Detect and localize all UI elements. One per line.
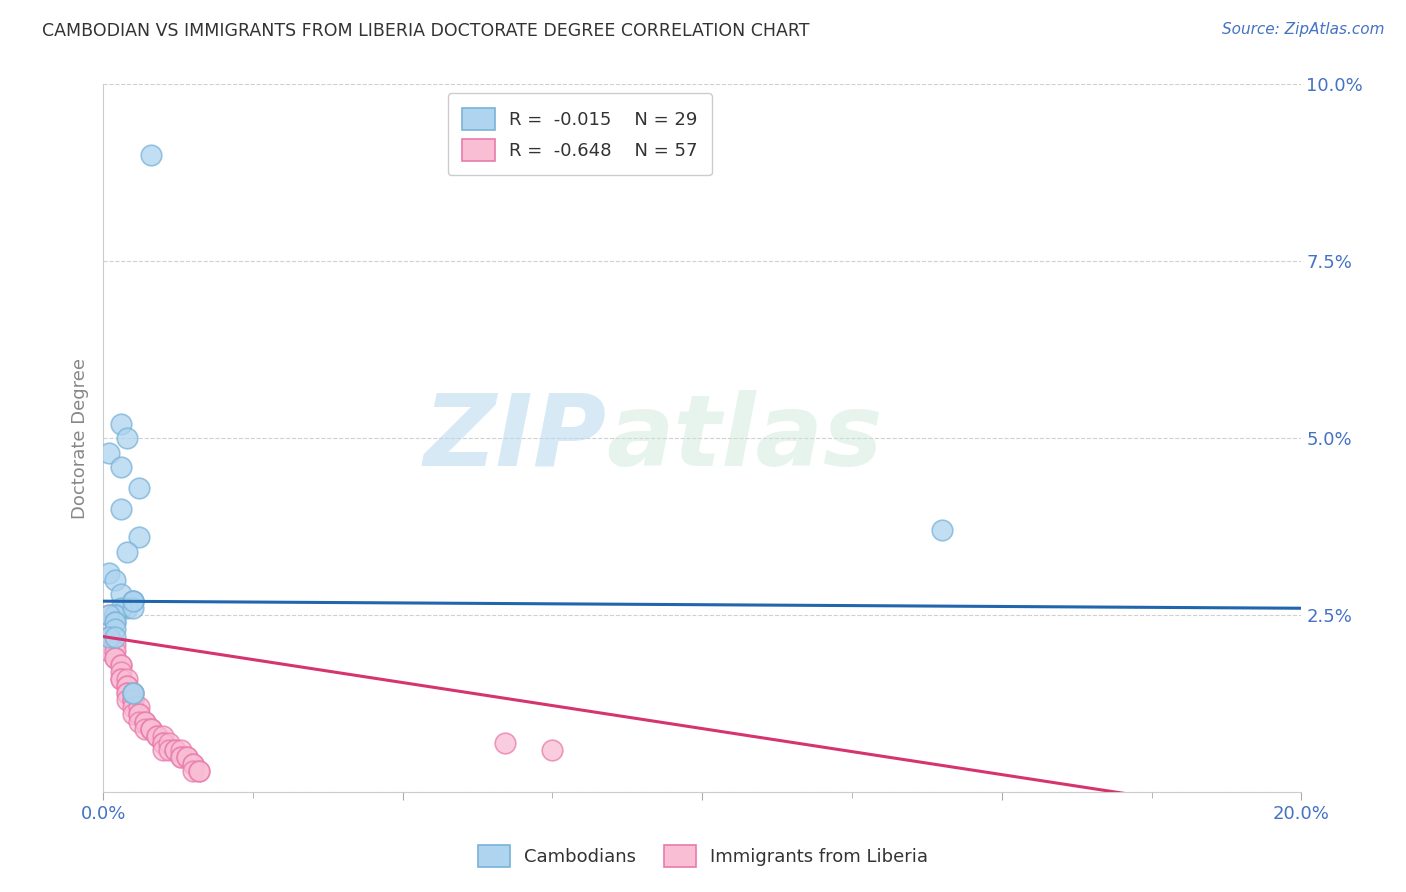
Point (98, 630, 121, 644)
Point (104, 608, 127, 623)
Point (110, 417, 132, 432)
Point (104, 615, 127, 630)
Point (122, 693, 145, 707)
Point (152, 743, 174, 757)
Point (115, 686, 138, 700)
Point (122, 707, 145, 722)
Point (163, 743, 186, 757)
Point (128, 481, 150, 495)
Point (494, 736, 516, 750)
Point (110, 459, 132, 474)
Point (128, 707, 150, 722)
Point (98, 608, 121, 623)
Point (176, 750, 198, 764)
Point (104, 615, 127, 630)
Point (104, 644, 127, 658)
Point (110, 657, 132, 672)
Point (931, 524, 953, 538)
Point (110, 587, 132, 601)
Point (110, 672, 132, 686)
Point (115, 693, 138, 707)
Point (98, 637, 121, 651)
Point (170, 750, 193, 764)
Point (122, 594, 145, 608)
Point (181, 756, 204, 771)
Point (146, 729, 169, 743)
Point (134, 714, 156, 729)
Point (128, 707, 150, 722)
Point (115, 679, 138, 693)
Point (115, 431, 138, 445)
Point (181, 764, 204, 778)
Point (115, 686, 138, 700)
Y-axis label: Doctorate Degree: Doctorate Degree (72, 358, 89, 519)
Point (115, 679, 138, 693)
Point (170, 750, 193, 764)
Point (115, 544, 138, 558)
Point (128, 531, 150, 545)
Point (104, 608, 127, 623)
Point (152, 736, 174, 750)
Text: ZIP: ZIP (423, 390, 606, 487)
Point (188, 764, 211, 778)
Point (541, 743, 564, 757)
Legend: Cambodians, Immigrants from Liberia: Cambodians, Immigrants from Liberia (470, 838, 936, 874)
Point (157, 743, 180, 757)
Point (122, 686, 145, 700)
Point (122, 594, 145, 608)
Point (110, 672, 132, 686)
Text: Source: ZipAtlas.com: Source: ZipAtlas.com (1222, 22, 1385, 37)
Point (110, 601, 132, 615)
Point (139, 722, 162, 736)
Point (134, 722, 156, 736)
Point (122, 601, 145, 615)
Point (146, 729, 169, 743)
Point (104, 573, 127, 587)
Point (104, 650, 127, 665)
Point (170, 743, 193, 757)
Point (110, 665, 132, 679)
Point (139, 722, 162, 736)
Point (104, 623, 127, 637)
Point (122, 686, 145, 700)
Point (122, 594, 145, 608)
Point (104, 608, 127, 623)
Point (110, 657, 132, 672)
Point (104, 637, 127, 651)
Text: atlas: atlas (606, 390, 883, 487)
Point (181, 756, 204, 771)
Point (104, 630, 127, 644)
Point (128, 714, 150, 729)
Point (152, 729, 174, 743)
Point (98, 608, 121, 623)
Point (188, 764, 211, 778)
Point (139, 148, 162, 162)
Point (134, 714, 156, 729)
Point (176, 750, 198, 764)
Point (163, 743, 186, 757)
Point (98, 630, 121, 644)
Point (122, 686, 145, 700)
Point (104, 650, 127, 665)
Point (98, 566, 121, 580)
Point (139, 722, 162, 736)
Point (157, 736, 180, 750)
Legend: R =  -0.015    N = 29, R =  -0.648    N = 57: R = -0.015 N = 29, R = -0.648 N = 57 (447, 94, 711, 176)
Point (122, 693, 145, 707)
Point (115, 601, 138, 615)
Point (115, 672, 138, 686)
Text: CAMBODIAN VS IMMIGRANTS FROM LIBERIA DOCTORATE DEGREE CORRELATION CHART: CAMBODIAN VS IMMIGRANTS FROM LIBERIA DOC… (42, 22, 810, 40)
Point (152, 736, 174, 750)
Point (98, 445, 121, 459)
Point (122, 700, 145, 714)
Point (98, 644, 121, 658)
Point (128, 700, 150, 714)
Point (110, 502, 132, 516)
